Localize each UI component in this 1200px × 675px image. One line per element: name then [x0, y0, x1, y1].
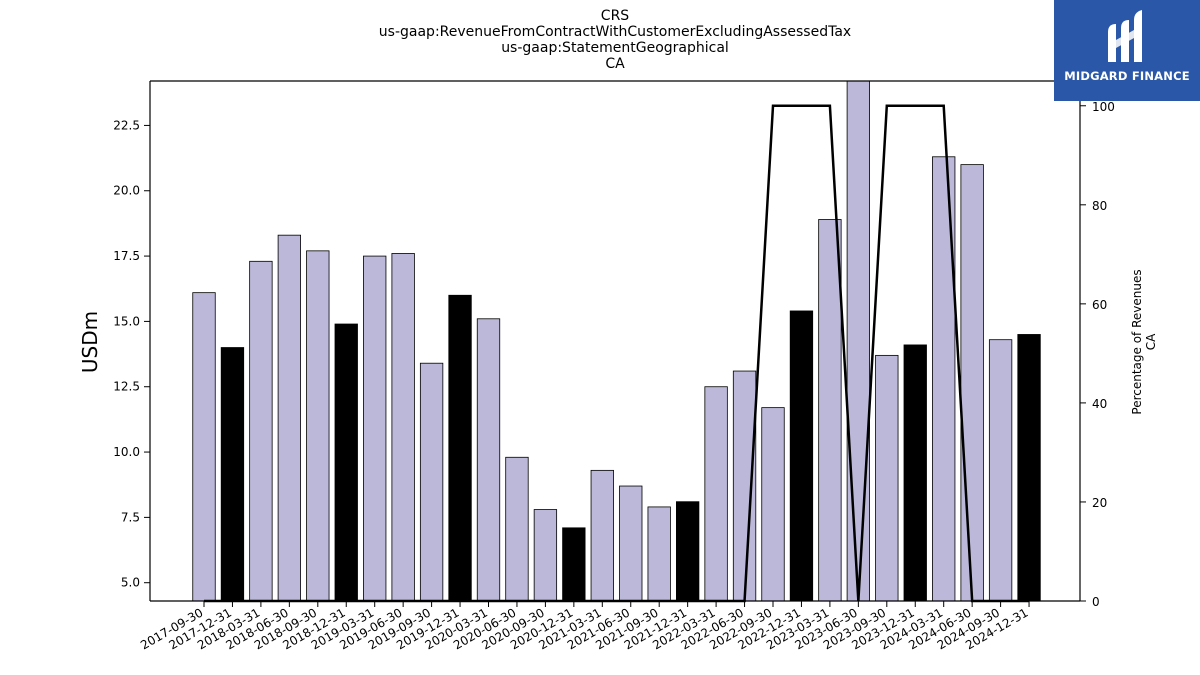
bar-2020-09-30 — [533, 509, 558, 602]
bar-2020-06-30 — [505, 456, 529, 602]
bar-2020-12-31 — [562, 527, 586, 602]
y-tick-label: 12.5 — [113, 380, 140, 394]
left-axis-ticks: 5.0 7.5 10.0 12.5 15.0 17.5 20.0 22.5 — [113, 118, 150, 590]
y-tick-label: 7.5 — [121, 510, 140, 524]
x-axis-ticks: 2017-09-302017-12-312018-03-312018-06-30… — [138, 601, 1031, 652]
bar-2019-03-31 — [363, 255, 387, 602]
title-line-ticker: CRS — [601, 8, 630, 24]
bar-2022-12-31 — [789, 310, 814, 602]
chart-title: CRS us-gaap:RevenueFromContractWithCusto… — [379, 8, 851, 72]
title-line-axis: us-gaap:StatementGeographical — [501, 40, 729, 56]
y2-tick-label: 40 — [1092, 397, 1107, 411]
y2-tick-label: 80 — [1092, 199, 1107, 213]
y-tick-label: 17.5 — [113, 249, 140, 263]
bar-2018-06-30 — [277, 234, 302, 602]
bar-2024-06-30 — [960, 164, 984, 602]
bar-2021-12-31 — [676, 501, 700, 602]
y-axis-label: USDm — [78, 311, 102, 373]
y2-tick-label: 20 — [1092, 496, 1107, 510]
bar-2021-09-30 — [647, 506, 671, 602]
y-tick-label: 20.0 — [113, 184, 140, 198]
y2-axis-label-line-2: CA — [1144, 333, 1158, 350]
bar-2019-06-30 — [391, 253, 415, 602]
logo-text: MIDGARD FINANCE — [1064, 69, 1190, 83]
bar-2022-09-30 — [761, 407, 785, 602]
y-tick-label: 5.0 — [121, 576, 140, 590]
bar-2019-12-31 — [448, 294, 472, 602]
bar-2018-03-31 — [249, 260, 273, 602]
y2-tick-label: 60 — [1092, 298, 1107, 312]
bar-2024-12-31 — [1017, 334, 1041, 602]
midgard-finance-logo-icon — [1108, 10, 1142, 62]
y2-axis-label-line-1: Percentage of Revenues — [1130, 269, 1144, 414]
bar-2020-03-31 — [476, 318, 501, 602]
title-line-member: CA — [605, 56, 625, 72]
bar-2017-12-31 — [220, 347, 245, 602]
bar-2018-12-31 — [334, 323, 358, 602]
y-tick-label: 22.5 — [113, 118, 140, 132]
bar-2023-06-30 — [846, 80, 870, 602]
bar-series — [192, 80, 1041, 602]
bar-2018-09-30 — [306, 250, 330, 602]
bar-2023-12-31 — [903, 344, 927, 602]
bar-2022-06-30 — [732, 370, 757, 602]
bar-2022-03-31 — [704, 386, 728, 602]
y2-tick-label: 100 — [1092, 100, 1115, 114]
bar-2023-09-30 — [875, 354, 899, 602]
title-line-concept: us-gaap:RevenueFromContractWithCustomerE… — [379, 24, 851, 40]
y-tick-label: 10.0 — [113, 445, 140, 459]
bar-2021-06-30 — [619, 485, 643, 602]
y-tick-label: 15.0 — [113, 314, 140, 328]
bar-2021-03-31 — [590, 469, 614, 602]
y2-tick-label: 0 — [1092, 595, 1100, 609]
right-axis-ticks: 0 20 40 60 80 100 — [1080, 100, 1115, 609]
bar-2023-03-31 — [818, 219, 842, 602]
bar-2017-09-30 — [192, 292, 216, 602]
midgard-finance-logo: MIDGARD FINANCE — [1054, 0, 1200, 101]
axes — [149, 80, 1081, 602]
bar-2024-09-30 — [988, 339, 1013, 602]
bar-2019-09-30 — [419, 362, 444, 602]
